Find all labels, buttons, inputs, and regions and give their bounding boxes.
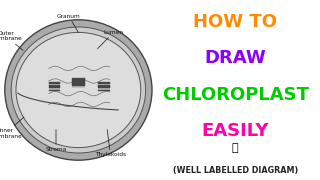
Bar (49, 89, 60, 90)
Bar (99, 83, 110, 84)
Bar (72, 81, 85, 82)
Bar (49, 82, 60, 83)
Text: Outer
Membrane: Outer Membrane (0, 31, 23, 50)
Bar (72, 78, 85, 79)
Bar (99, 87, 110, 88)
Text: Inner
Membrane: Inner Membrane (0, 117, 24, 139)
Ellipse shape (5, 20, 152, 160)
Text: Granum: Granum (57, 14, 81, 32)
Ellipse shape (11, 27, 146, 153)
Text: (WELL LABELLED DIAGRAM): (WELL LABELLED DIAGRAM) (172, 166, 298, 175)
Bar (49, 85, 60, 86)
Bar (72, 82, 85, 83)
Bar (49, 88, 60, 89)
Text: 🧍: 🧍 (232, 143, 238, 154)
Bar (72, 79, 85, 80)
Text: EASILY: EASILY (202, 122, 269, 140)
Bar (72, 84, 85, 85)
Text: Stroma: Stroma (45, 130, 67, 152)
Bar (72, 85, 85, 86)
Bar (99, 82, 110, 83)
Bar (72, 86, 85, 87)
Text: Thylakoids: Thylakoids (95, 130, 126, 157)
Bar (99, 86, 110, 87)
Bar (49, 83, 60, 84)
Bar (99, 89, 110, 90)
Bar (72, 80, 85, 81)
Bar (49, 86, 60, 87)
Bar (99, 88, 110, 89)
Bar (99, 90, 110, 91)
Bar (99, 85, 110, 86)
Bar (49, 87, 60, 88)
Bar (49, 90, 60, 91)
Bar (99, 84, 110, 85)
Text: HOW TO: HOW TO (193, 13, 277, 31)
Text: CHLOROPLAST: CHLOROPLAST (162, 86, 309, 104)
Text: Lumen: Lumen (98, 30, 124, 49)
Ellipse shape (16, 32, 141, 148)
Bar (49, 84, 60, 85)
Bar (72, 83, 85, 84)
Text: DRAW: DRAW (204, 49, 266, 67)
